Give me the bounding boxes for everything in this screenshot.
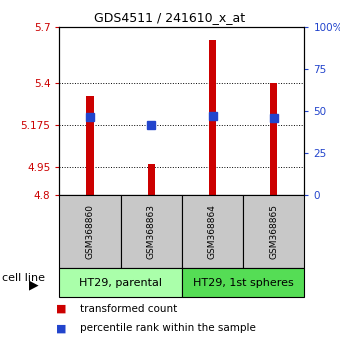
Text: HT29, parental: HT29, parental	[79, 278, 162, 288]
Bar	[86, 96, 94, 195]
Text: GSM368864: GSM368864	[208, 204, 217, 259]
Bar	[270, 83, 277, 195]
Text: GSM368863: GSM368863	[147, 204, 156, 259]
Text: ■: ■	[56, 323, 67, 333]
Text: percentile rank within the sample: percentile rank within the sample	[80, 323, 256, 333]
Bar	[148, 164, 155, 195]
Text: GSM368860: GSM368860	[86, 204, 95, 259]
Text: ▶: ▶	[29, 278, 38, 291]
Text: GSM368865: GSM368865	[269, 204, 278, 259]
Text: cell line: cell line	[2, 273, 45, 284]
Bar	[209, 40, 216, 195]
Text: ■: ■	[56, 304, 67, 314]
Text: GDS4511 / 241610_x_at: GDS4511 / 241610_x_at	[95, 11, 245, 24]
Text: transformed count: transformed count	[80, 304, 177, 314]
Text: HT29, 1st spheres: HT29, 1st spheres	[193, 278, 293, 288]
